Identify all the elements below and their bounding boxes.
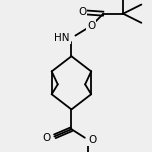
- Text: O: O: [42, 133, 50, 143]
- Text: O: O: [87, 21, 95, 31]
- Text: O: O: [88, 135, 96, 145]
- Text: O: O: [78, 7, 86, 17]
- Text: HN: HN: [54, 33, 70, 43]
